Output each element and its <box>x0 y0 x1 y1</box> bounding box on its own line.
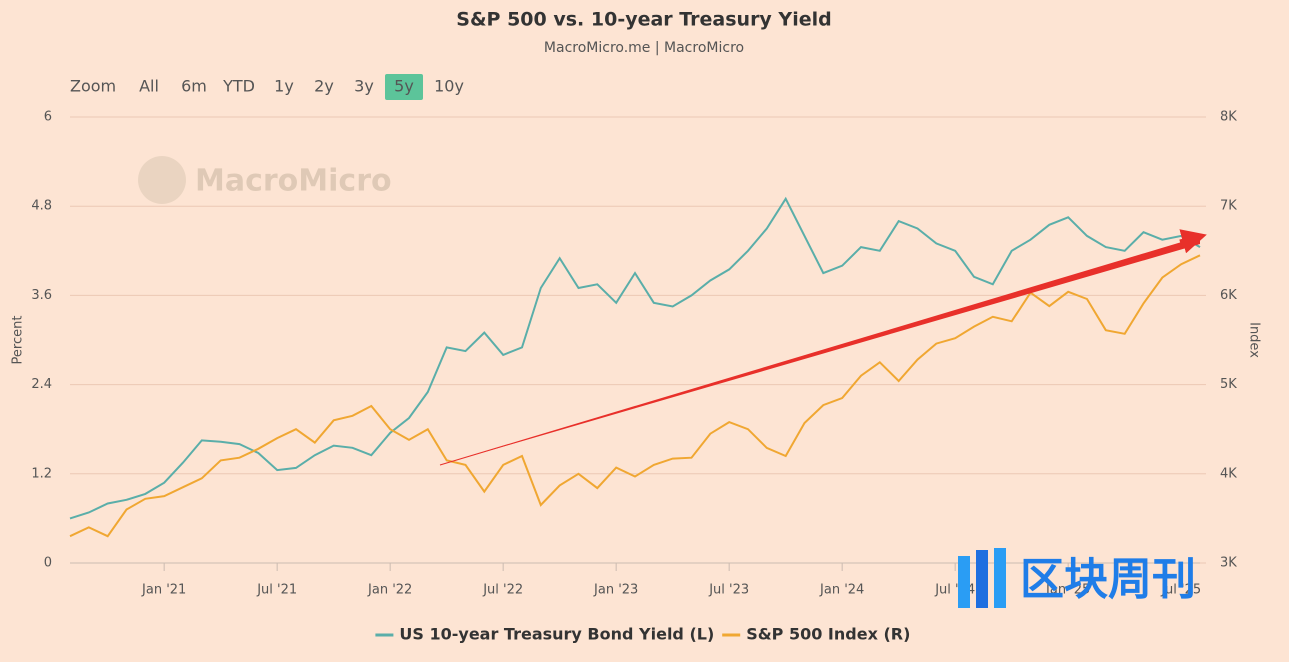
y2-tick-label: 7K <box>1220 199 1237 214</box>
x-tick-label: Jan '24 <box>819 583 864 598</box>
legend-label[interactable]: S&P 500 Index (R) <box>746 625 910 644</box>
range-button-label[interactable]: 10y <box>434 77 464 96</box>
logo-bar <box>976 550 988 608</box>
x-tick-label: Jan '23 <box>593 583 638 598</box>
x-tick-label: Jul '25 <box>1160 583 1201 598</box>
y2-tick-label: 3K <box>1220 556 1237 571</box>
range-button-label[interactable]: 3y <box>354 77 374 96</box>
watermark-2: 区块周刊 <box>958 548 1196 608</box>
range-button-label[interactable]: 1y <box>274 77 294 96</box>
y2-tick-label: 4K <box>1220 466 1237 481</box>
series-line <box>69 196 1201 520</box>
watermark-text: MacroMicro <box>195 164 392 199</box>
range-button[interactable] <box>385 74 423 100</box>
logo-bar <box>958 556 970 608</box>
y-tick-label: 6 <box>44 110 52 125</box>
y2-tick-label: 5K <box>1220 377 1237 392</box>
x-tick-label: Jan '22 <box>367 583 412 598</box>
range-selector: All 6m YTD 1y 2y 3y 5y 10y <box>139 74 464 100</box>
range-button-label[interactable]: 6m <box>181 77 207 96</box>
range-button-label[interactable]: YTD <box>222 77 255 96</box>
x-tick-label: Jan '25 <box>1045 583 1090 598</box>
legend-label[interactable]: US 10-year Treasury Bond Yield (L) <box>399 625 714 644</box>
zoom-label: Zoom <box>70 77 116 96</box>
legend: US 10-year Treasury Bond Yield (L) S&P 50… <box>375 625 910 644</box>
y-axis-label: Percent <box>11 316 26 365</box>
x-tick-label: Jul '21 <box>256 583 297 598</box>
watermark-text: 区块周刊 <box>1020 554 1196 605</box>
x-tick-label: Jan '21 <box>141 583 186 598</box>
range-button-label[interactable]: All <box>139 77 159 96</box>
arrow-head <box>1179 229 1207 254</box>
trend-arrow-body <box>440 237 1200 465</box>
y-tick-label: 0 <box>44 556 52 571</box>
watermark-logo <box>138 156 186 204</box>
range-button-label[interactable]: 5y <box>394 77 414 96</box>
chart-subtitle: MacroMicro.me | MacroMicro <box>544 40 744 56</box>
series-line <box>69 254 1201 538</box>
y2-tick-label: 8K <box>1220 110 1237 125</box>
logo-bar <box>994 548 1006 608</box>
y-tick-label: 4.8 <box>31 199 52 214</box>
range-button-label[interactable]: 2y <box>314 77 334 96</box>
x-tick-label: Jul '23 <box>708 583 749 598</box>
y2-axis-label: Index <box>1247 322 1262 358</box>
y-tick-label: 3.6 <box>31 288 52 303</box>
y-tick-label: 1.2 <box>31 466 52 481</box>
x-tick-label: Jul '22 <box>482 583 523 598</box>
y-tick-label: 2.4 <box>31 377 52 392</box>
y2-tick-label: 6K <box>1220 288 1237 303</box>
plot-area: 0 1.2 2.4 3.6 4.8 6 3K 4K 5K 6K 7K 8K Jan '21 Jul '21… <box>31 110 1237 598</box>
chart-title: S&P 500 vs. 10-year Treasury Yield <box>456 9 831 31</box>
watermark: MacroMicro <box>138 156 392 204</box>
